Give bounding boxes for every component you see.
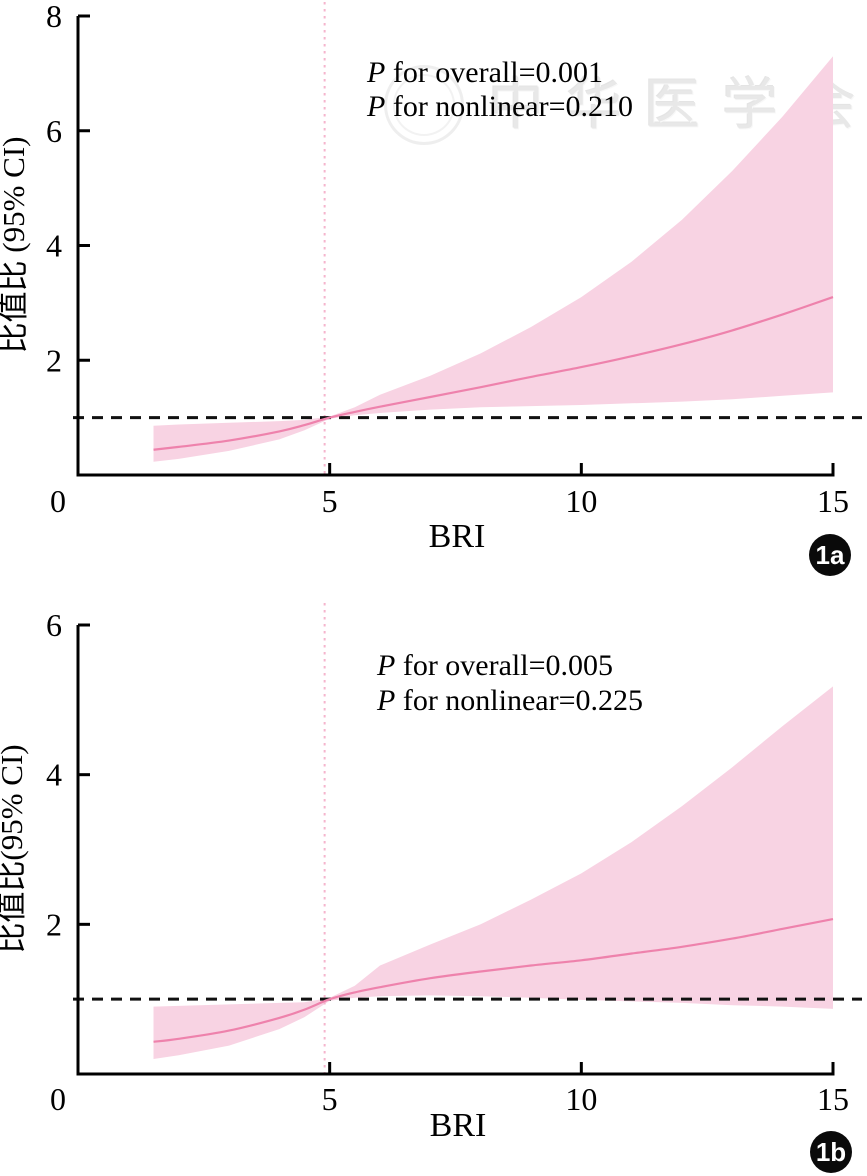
y-tick-label: 6 (46, 607, 62, 643)
panel-badge-1b: 1b (810, 1131, 852, 1173)
p-value-annotation: P for nonlinear=0.210 (366, 90, 633, 123)
y-tick-label: 2 (46, 342, 62, 378)
x-tick-label: 5 (322, 483, 338, 519)
confidence-band (153, 686, 833, 1059)
y-tick-label: 2 (46, 906, 62, 942)
x-tick-label: 15 (817, 1081, 849, 1117)
y-axis-title: 比值比(95% CI) (0, 744, 29, 953)
x-tick-label: 10 (565, 483, 597, 519)
x-tick-label: 0 (50, 483, 66, 519)
x-axis-title: BRI (429, 518, 486, 555)
x-tick-label: 15 (817, 483, 849, 519)
y-tick-label: 6 (46, 113, 62, 149)
y-axis-title: 比值比 (95% CI) (0, 137, 31, 354)
y-tick-label: 4 (46, 228, 62, 264)
y-tick-label: 4 (46, 757, 62, 793)
x-tick-label: 5 (322, 1081, 338, 1117)
p-value-annotation: P for nonlinear=0.225 (376, 684, 643, 717)
chart-panel-1b: 0 5 10 15 2 4 6 BRI 比值比(95% CI) P for overall=0.0… (0, 603, 862, 1144)
x-axis-title: BRI (430, 1107, 487, 1144)
confidence-band (153, 56, 833, 462)
odds-ratio-curve (153, 296, 834, 451)
odds-ratio-curve (153, 918, 834, 1043)
x-tick-label: 0 (50, 1081, 66, 1117)
p-value-annotation: P for overall=0.005 (376, 649, 613, 682)
x-tick-label: 10 (565, 1081, 597, 1117)
p-value-annotation: P for overall=0.001 (366, 56, 603, 89)
chart-panel-1a: 0 5 10 15 2 4 6 8 BRI 比值比 (95% CI) P for overall=0… (0, 0, 862, 555)
panel-badge-1a: 1a (809, 534, 851, 576)
y-tick-label: 8 (46, 0, 62, 34)
